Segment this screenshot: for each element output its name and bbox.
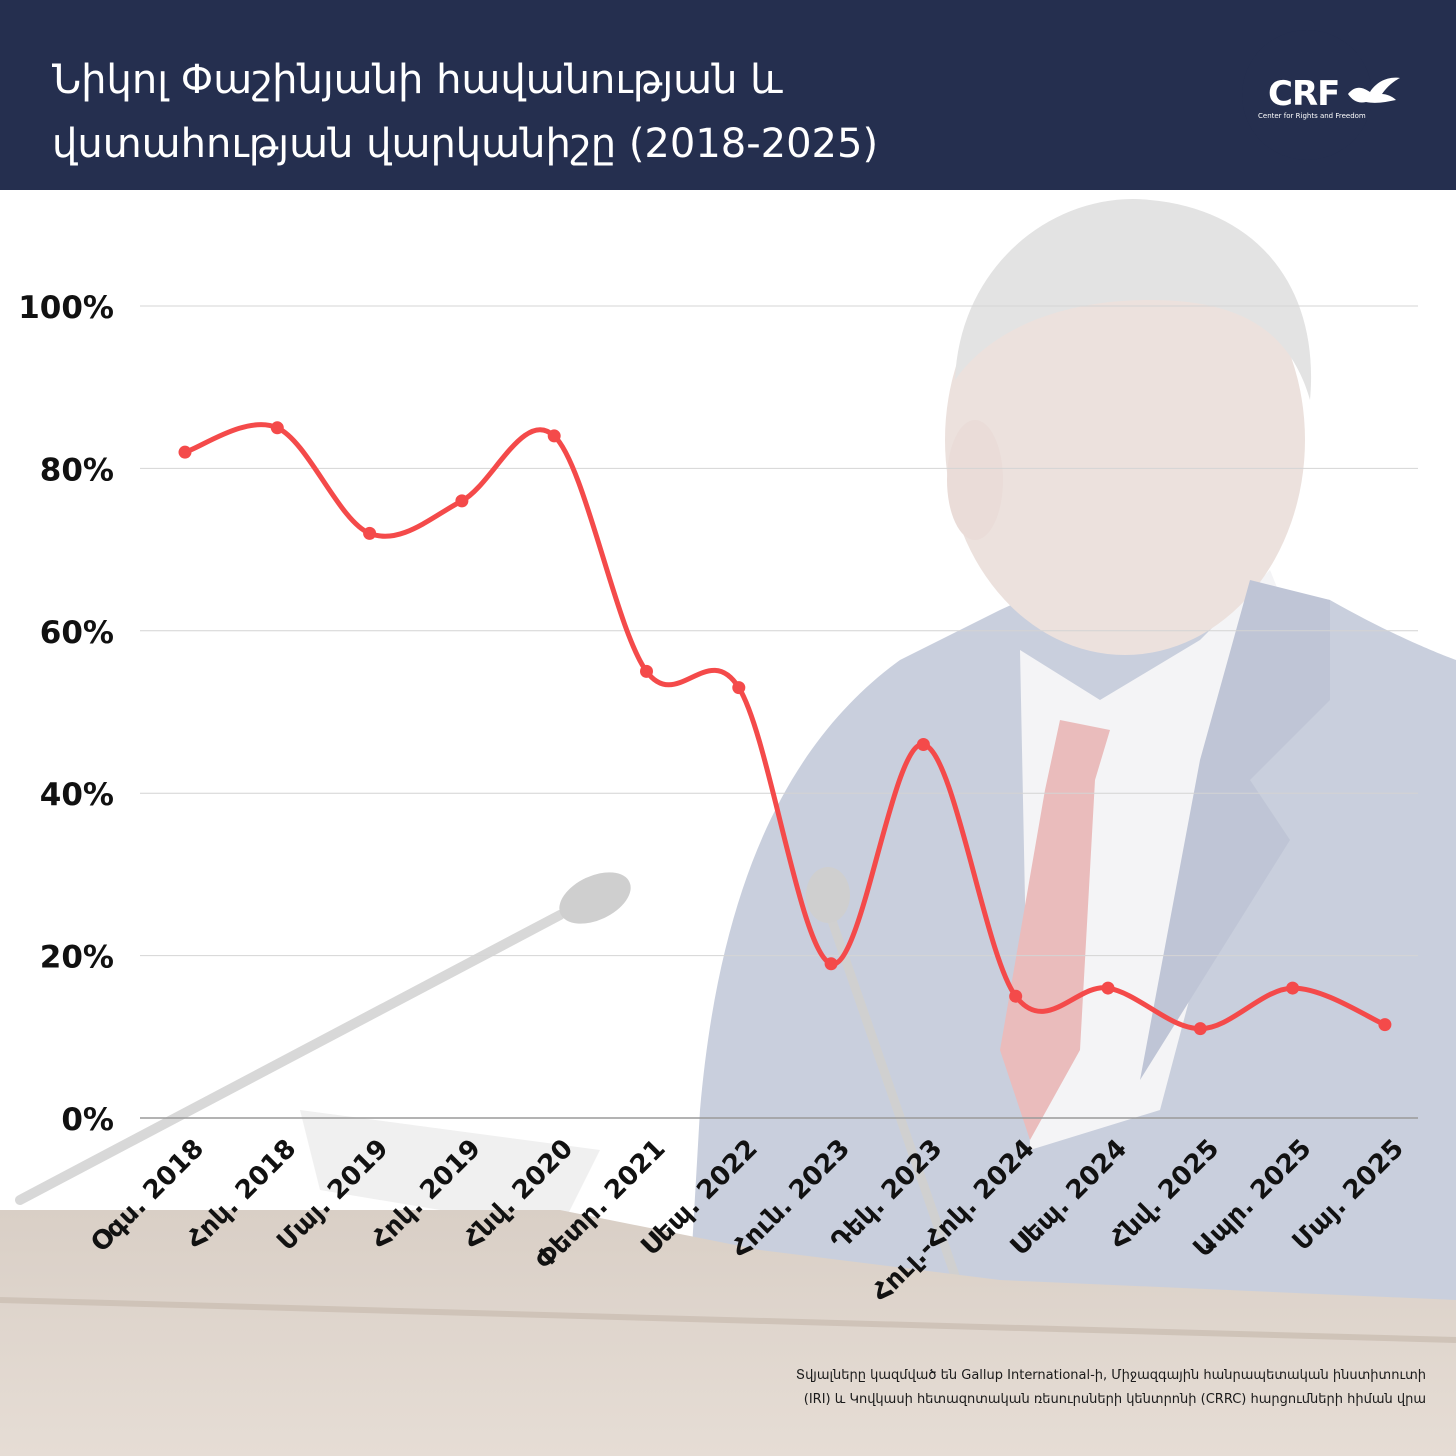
y-tick-label: 20% [40, 940, 114, 976]
data-point [1101, 981, 1115, 995]
logo-text: CRF [1268, 74, 1340, 114]
data-point [1286, 981, 1300, 995]
data-point [270, 421, 284, 435]
logo-subtitle: Center for Rights and Freedom [1258, 112, 1366, 120]
approval-series-line [182, 422, 1388, 1032]
source-line-2: (IRI) և Կովկասի հետազոտական ռեսուրսների … [803, 1392, 1426, 1407]
crf-logo: CRF Center for Rights and Freedom [1242, 30, 1400, 160]
data-point [1193, 1022, 1207, 1036]
source-line-1: Տվյալները կազմված են Gallup Internationa… [795, 1368, 1426, 1383]
data-point [363, 526, 377, 540]
header-bar: Նիկոլ Փաշինյանի հավանության և վստահությա… [0, 0, 1456, 190]
data-point [824, 957, 838, 971]
source-note: Տվյալները կազմված են Gallup Internationa… [606, 1364, 1426, 1412]
y-tick-label: 100% [18, 290, 114, 326]
dove-icon [1348, 77, 1400, 103]
y-tick-label: 80% [40, 452, 114, 488]
data-point [916, 737, 930, 751]
data-point [455, 494, 469, 508]
data-point [178, 445, 192, 459]
y-tick-label: 40% [40, 777, 114, 813]
data-point [1378, 1018, 1392, 1032]
title-line-2: վստահության վարկանիշը (2018-2025) [52, 121, 879, 167]
title-line-1: Նիկոլ Փաշինյանի հավանության և [52, 57, 783, 103]
data-point [732, 681, 746, 695]
data-point [547, 429, 561, 443]
y-tick-label: 0% [61, 1102, 114, 1138]
data-point [1009, 989, 1023, 1003]
speaker-photo [0, 199, 1456, 1456]
page-title: Նիկոլ Փաշինյանի հավանության և վստահությա… [52, 48, 1152, 176]
y-tick-label: 60% [40, 615, 114, 651]
x-tick-label: Հուլ.-Հոկ. 2024 [866, 1134, 1040, 1308]
data-point [640, 664, 653, 678]
